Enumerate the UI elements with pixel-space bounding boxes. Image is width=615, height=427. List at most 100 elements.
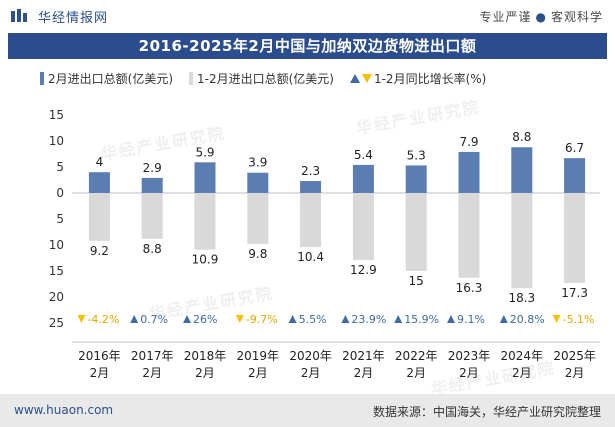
growth-label: 5.5% — [299, 313, 327, 326]
y-tick-label: 10 — [49, 238, 64, 252]
legend-label-series1: 2月进出口总额(亿美元) — [48, 71, 173, 86]
growth-label: -4.2% — [87, 313, 119, 326]
bar-series2 — [352, 193, 374, 261]
legend-item-series2: 1-2月进出口总额(亿美元) — [189, 70, 334, 87]
growth-label: 0.7% — [140, 313, 168, 326]
x-tick-label-month: 2月 — [142, 366, 162, 380]
bar-label-series1: 3.9 — [248, 156, 267, 170]
growth-up-triangle-icon — [341, 315, 350, 323]
bar-series1 — [511, 147, 533, 193]
bar-label-series1: 2.3 — [301, 164, 320, 178]
brand-logo-icon — [11, 9, 27, 22]
growth-label: 15.9% — [404, 313, 439, 326]
x-tick-label-year: 2018年 — [184, 349, 227, 363]
bar-label-series2: 8.8 — [143, 242, 162, 256]
growth-up-triangle-icon — [447, 315, 455, 323]
bar-series1 — [352, 164, 374, 193]
x-tick-label-month: 2月 — [90, 366, 110, 380]
bar-series1 — [405, 165, 427, 193]
x-tick-label-month: 2月 — [512, 366, 532, 380]
bar-series1 — [564, 158, 586, 193]
bar-series2 — [300, 193, 322, 248]
bar-series2 — [194, 193, 216, 250]
x-tick-label-month: 2月 — [459, 366, 479, 380]
bar-label-series1: 5.4 — [354, 148, 373, 162]
bar-series1 — [300, 181, 322, 193]
bar-series2 — [458, 193, 480, 278]
x-tick-label-month: 2月 — [195, 366, 215, 380]
growth-label: -9.7% — [246, 313, 278, 326]
bar-series2 — [247, 193, 269, 244]
title-bar: 2016-2025年2月中国与加纳双边货物进出口额 — [8, 33, 607, 59]
y-tick-label: 0 — [56, 186, 64, 200]
legend-swatch-series2 — [189, 71, 193, 85]
bar-label-series2: 16.3 — [456, 281, 483, 295]
legend-swatch-series1 — [40, 71, 44, 85]
bar-series1 — [458, 151, 480, 193]
bar-label-series2: 18.3 — [508, 291, 535, 305]
x-tick-label-year: 2025年 — [553, 349, 596, 363]
tagline-right: 客观科学 — [550, 10, 603, 24]
bar-label-series2: 15 — [409, 274, 424, 288]
x-tick-label-year: 2024年 — [501, 349, 544, 363]
growth-up-triangle-icon — [499, 315, 508, 323]
x-tick-label-month: 2月 — [248, 366, 268, 380]
legend-label-series2: 1-2月进出口总额(亿美元) — [197, 71, 334, 86]
legend-label-growth: 1-2月同比增长率(%) — [373, 71, 487, 86]
bar-series1 — [194, 162, 216, 193]
growth-label: 20.8% — [510, 313, 545, 326]
x-tick-label-month: 2月 — [301, 366, 321, 380]
x-tick-label-year: 2016年 — [78, 349, 121, 363]
tagline-dot: ● — [535, 10, 547, 24]
x-tick-label-year: 2017年 — [131, 349, 174, 363]
bar-series2 — [88, 193, 110, 241]
y-tick-label: 10 — [49, 134, 64, 148]
brand-name: 华经情报网 — [38, 10, 109, 26]
y-tick-label: 15 — [49, 108, 64, 122]
bar-label-series2: 10.9 — [192, 253, 219, 267]
bar-label-series1: 5.3 — [407, 148, 426, 162]
tagline: 专业严谨 ● 客观科学 — [479, 8, 603, 25]
y-tick-label: 20 — [49, 290, 64, 304]
bar-label-series2: 10.4 — [297, 250, 324, 264]
x-tick-label-month: 2月 — [406, 366, 426, 380]
growth-down-triangle-icon — [235, 315, 244, 323]
bar-series2 — [564, 193, 586, 283]
bar-series2 — [141, 193, 163, 239]
bar-label-series1: 5.9 — [195, 145, 214, 159]
growth-up-triangle-icon — [394, 315, 403, 323]
growth-down-triangle-icon — [552, 315, 561, 323]
x-tick-label-year: 2020年 — [289, 349, 332, 363]
y-tick-label: 5 — [56, 160, 64, 174]
legend-item-series1: 2月进出口总额(亿美元) — [40, 70, 173, 87]
y-tick-label: 25 — [49, 316, 64, 330]
growth-up-triangle-icon — [130, 315, 139, 323]
growth-down-triangle-icon — [77, 315, 86, 323]
bar-label-series1: 6.7 — [565, 141, 584, 155]
bar-series2 — [405, 193, 427, 271]
bar-label-series1: 7.9 — [459, 135, 478, 149]
footer-url: www.huaon.com — [14, 403, 114, 417]
growth-label: 26% — [193, 313, 217, 326]
growth-up-triangle-icon — [288, 315, 297, 323]
legend-up-triangle-icon — [349, 73, 360, 83]
growth-up-triangle-icon — [183, 315, 191, 323]
bar-series1 — [141, 177, 163, 193]
legend-down-triangle-icon — [361, 73, 372, 83]
x-tick-label-month: 2月 — [565, 366, 585, 380]
bar-label-series2: 9.2 — [90, 244, 109, 258]
bar-label-series2: 12.9 — [350, 263, 377, 277]
bar-label-series1: 4 — [96, 155, 104, 169]
growth-label: 23.9% — [351, 313, 386, 326]
growth-label: 9.1% — [457, 313, 485, 326]
chart-legend: 2月进出口总额(亿美元) 1-2月进出口总额(亿美元) 1-2月同比增长率(%) — [40, 67, 502, 89]
bar-series1 — [247, 172, 269, 193]
legend-item-growth: 1-2月同比增长率(%) — [349, 70, 487, 87]
footer-source: 数据来源：中国海关，华经产业研究院整理 — [372, 405, 601, 419]
bar-series1 — [88, 172, 110, 193]
top-bar: 华经情报网 专业严谨 ● 客观科学 — [0, 0, 615, 30]
footer: www.huaon.com 数据来源：中国海关，华经产业研究院整理 — [0, 394, 615, 427]
chart-title: 2016-2025年2月中国与加纳双边货物进出口额 — [138, 37, 477, 55]
tagline-left: 专业严谨 — [479, 10, 532, 24]
growth-label: -5.1% — [563, 313, 595, 326]
